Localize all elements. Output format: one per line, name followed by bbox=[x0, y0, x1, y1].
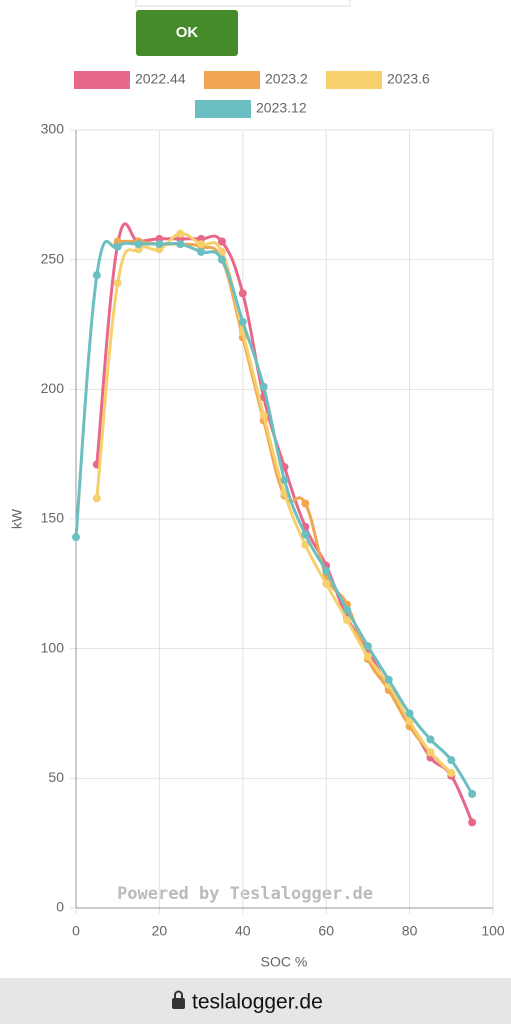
data-point bbox=[405, 717, 414, 726]
data-point bbox=[113, 242, 122, 251]
data-point bbox=[405, 709, 414, 718]
data-point bbox=[468, 818, 477, 827]
legend-swatch bbox=[74, 71, 130, 89]
data-point bbox=[72, 533, 80, 542]
y-axis-label: kW bbox=[9, 508, 25, 529]
data-point bbox=[322, 579, 331, 588]
data-point bbox=[217, 237, 226, 246]
x-tick-label: 80 bbox=[402, 923, 418, 939]
data-point bbox=[238, 317, 247, 326]
x-tick-label: 0 bbox=[72, 923, 80, 939]
legend-label: 2023.6 bbox=[387, 71, 430, 87]
data-point bbox=[343, 605, 352, 614]
data-point bbox=[322, 566, 331, 575]
data-point bbox=[280, 476, 289, 485]
url-text[interactable]: teslalogger.de bbox=[192, 991, 323, 1014]
data-point bbox=[447, 756, 456, 765]
data-point bbox=[176, 229, 185, 238]
data-point bbox=[468, 789, 477, 798]
data-point bbox=[217, 255, 226, 264]
y-tick-label: 150 bbox=[41, 510, 65, 526]
y-tick-label: 250 bbox=[41, 250, 65, 266]
data-point bbox=[301, 499, 310, 508]
x-axis-label: SOC % bbox=[261, 954, 308, 970]
series-line bbox=[95, 232, 453, 775]
lock-icon bbox=[172, 990, 185, 1009]
legend-swatch bbox=[204, 71, 260, 89]
data-point bbox=[426, 735, 435, 744]
x-tick-label: 20 bbox=[152, 923, 168, 939]
y-tick-label: 100 bbox=[41, 639, 65, 655]
x-tick-label: 100 bbox=[481, 923, 505, 939]
data-point bbox=[176, 240, 185, 249]
legend-label: 2022.44 bbox=[135, 71, 186, 87]
data-point bbox=[217, 247, 226, 256]
data-point bbox=[259, 382, 268, 391]
data-point bbox=[259, 411, 268, 420]
x-tick-label: 60 bbox=[318, 923, 334, 939]
series-line bbox=[117, 239, 453, 775]
data-point bbox=[301, 530, 310, 539]
data-point bbox=[363, 642, 372, 651]
data-point bbox=[384, 675, 393, 684]
watermark: Powered by Teslalogger.de bbox=[117, 884, 373, 904]
data-point bbox=[301, 540, 310, 549]
legend-swatch bbox=[326, 71, 382, 89]
y-tick-label: 50 bbox=[48, 769, 64, 785]
data-point bbox=[363, 652, 372, 661]
y-tick-label: 300 bbox=[41, 121, 65, 137]
data-point bbox=[343, 616, 352, 625]
data-point bbox=[113, 279, 122, 288]
x-tick-label: 40 bbox=[235, 923, 251, 939]
y-tick-label: 200 bbox=[41, 380, 65, 396]
url-bar bbox=[0, 978, 511, 1024]
data-point bbox=[447, 769, 456, 778]
data-point bbox=[238, 289, 247, 298]
data-point bbox=[92, 494, 101, 503]
data-point bbox=[197, 240, 206, 249]
data-point bbox=[426, 748, 435, 757]
legend-label: 2023.2 bbox=[265, 71, 308, 87]
data-point bbox=[155, 240, 164, 249]
input-field[interactable] bbox=[135, 0, 351, 7]
data-point bbox=[92, 271, 101, 280]
legend-swatch bbox=[195, 100, 251, 118]
data-point bbox=[134, 240, 143, 249]
y-tick-label: 0 bbox=[56, 899, 64, 915]
ok-button[interactable]: OK bbox=[136, 10, 238, 56]
data-point bbox=[197, 247, 206, 256]
legend-label: 2023.12 bbox=[256, 100, 307, 116]
ok-button-label[interactable]: OK bbox=[176, 24, 199, 41]
ok-button-bg bbox=[136, 10, 238, 56]
